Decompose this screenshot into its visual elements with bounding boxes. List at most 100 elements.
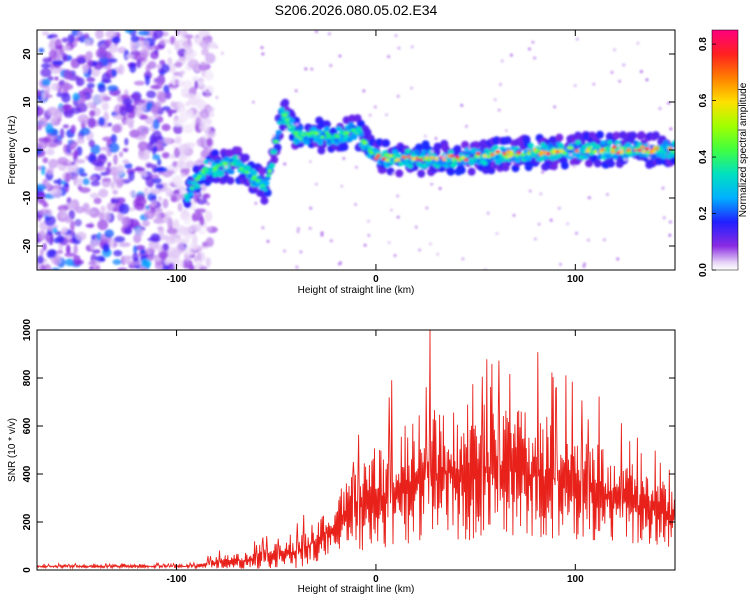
heatmap-cell (415, 143, 424, 152)
heatmap-cell (647, 156, 651, 160)
heatmap-cell (183, 226, 194, 235)
heatmap-cell (651, 131, 660, 140)
heatmap-cell (272, 148, 277, 153)
heatmap-cell (38, 229, 47, 241)
heatmap-cell (414, 225, 418, 229)
heatmap-cell (167, 48, 172, 55)
heatmap-cell (660, 154, 667, 160)
heatmap-cell (75, 77, 85, 87)
heatmap-cell (104, 229, 114, 238)
heatmap-cell (636, 41, 640, 45)
heatmap-cell (425, 161, 432, 167)
heatmap-cell (277, 121, 282, 125)
heatmap-cell (48, 49, 58, 60)
heatmap-cell (162, 265, 170, 270)
snr-x-label: Height of straight line (km) (298, 584, 415, 595)
heatmap-cell (342, 157, 346, 161)
y-tick-label: 600 (22, 417, 33, 434)
heatmap-cell (84, 38, 90, 47)
colorbar-tick-label: 0.2 (698, 206, 709, 220)
heatmap-cell (495, 150, 501, 154)
heatmap-cell (88, 139, 95, 148)
heatmap-cell (48, 142, 58, 148)
heatmap-cell (169, 35, 176, 45)
heatmap-cell (204, 131, 209, 140)
heatmap-cell (173, 257, 179, 269)
heatmap-cell (493, 98, 497, 102)
heatmap-cell (152, 112, 159, 120)
heatmap-cell (150, 199, 157, 208)
heatmap-cell (251, 100, 255, 104)
heatmap-cell (443, 163, 450, 169)
heatmap-cell (314, 182, 318, 186)
heatmap-cell (647, 143, 651, 147)
heatmap-cell (76, 31, 84, 37)
heatmap-cell (407, 163, 414, 169)
heatmap-cell (157, 196, 163, 202)
heatmap-cell (140, 249, 146, 255)
heatmap-cell (205, 257, 211, 268)
heatmap-cell (367, 233, 371, 237)
heatmap-cell (541, 170, 545, 174)
heatmap-cell (464, 124, 468, 128)
heatmap-cell (133, 245, 138, 254)
heatmap-cell (110, 181, 115, 190)
heatmap-cell (111, 69, 117, 77)
heatmap-cell (327, 32, 331, 36)
heatmap-cell (490, 153, 495, 157)
heatmap-cell (51, 82, 60, 91)
heatmap-cell (118, 242, 131, 248)
heatmap-cell (46, 148, 55, 156)
heatmap-cell (63, 183, 69, 188)
heatmap-cell (155, 183, 164, 190)
heatmap-cell (387, 55, 391, 59)
heatmap-cell (449, 154, 455, 158)
spectrogram-y-label: Frequency (Hz) (7, 116, 18, 185)
heatmap-cell (405, 148, 412, 154)
heatmap-cell (283, 249, 287, 253)
heatmap-cell (154, 48, 159, 55)
heatmap-cell (308, 226, 312, 230)
heatmap-cell (560, 161, 569, 170)
heatmap-cell (512, 213, 516, 217)
heatmap-cell (77, 114, 90, 124)
heatmap-cell (472, 157, 478, 161)
heatmap-cell (145, 247, 155, 254)
y-tick-label: 0 (22, 567, 33, 573)
heatmap-cell (204, 210, 213, 222)
heatmap-cell (113, 236, 126, 243)
heatmap-cell (417, 155, 423, 159)
heatmap-cell (199, 120, 205, 131)
heatmap-cell (128, 170, 135, 182)
heatmap-cell (165, 187, 173, 197)
heatmap-cell (586, 238, 590, 242)
heatmap-cell (100, 205, 106, 213)
heatmap-cell (329, 127, 338, 136)
heatmap-cell (141, 40, 150, 50)
heatmap-cell (198, 229, 206, 235)
heatmap-cell (275, 130, 282, 136)
heatmap-cell (266, 239, 270, 243)
heatmap-cell (196, 99, 206, 110)
heatmap-cell (57, 204, 69, 212)
heatmap-cell (668, 220, 672, 224)
heatmap-cell (65, 244, 71, 255)
heatmap-cell (89, 239, 97, 250)
heatmap-cell (497, 152, 503, 156)
heatmap-cell (509, 53, 513, 57)
heatmap-cell (37, 147, 43, 155)
heatmap-cell (198, 30, 211, 38)
heatmap-cell (59, 79, 65, 86)
heatmap-cell (259, 184, 265, 188)
heatmap-cell (89, 110, 96, 117)
heatmap-cell (42, 57, 53, 64)
heatmap-cell (628, 131, 637, 140)
heatmap-cell (200, 169, 206, 173)
heatmap-cell (152, 177, 162, 184)
heatmap-cell (174, 79, 179, 84)
heatmap-cell (531, 152, 538, 158)
heatmap-cell (228, 169, 235, 175)
heatmap-cell (582, 154, 589, 160)
heatmap-cell (95, 255, 105, 262)
heatmap-cell (167, 111, 173, 117)
